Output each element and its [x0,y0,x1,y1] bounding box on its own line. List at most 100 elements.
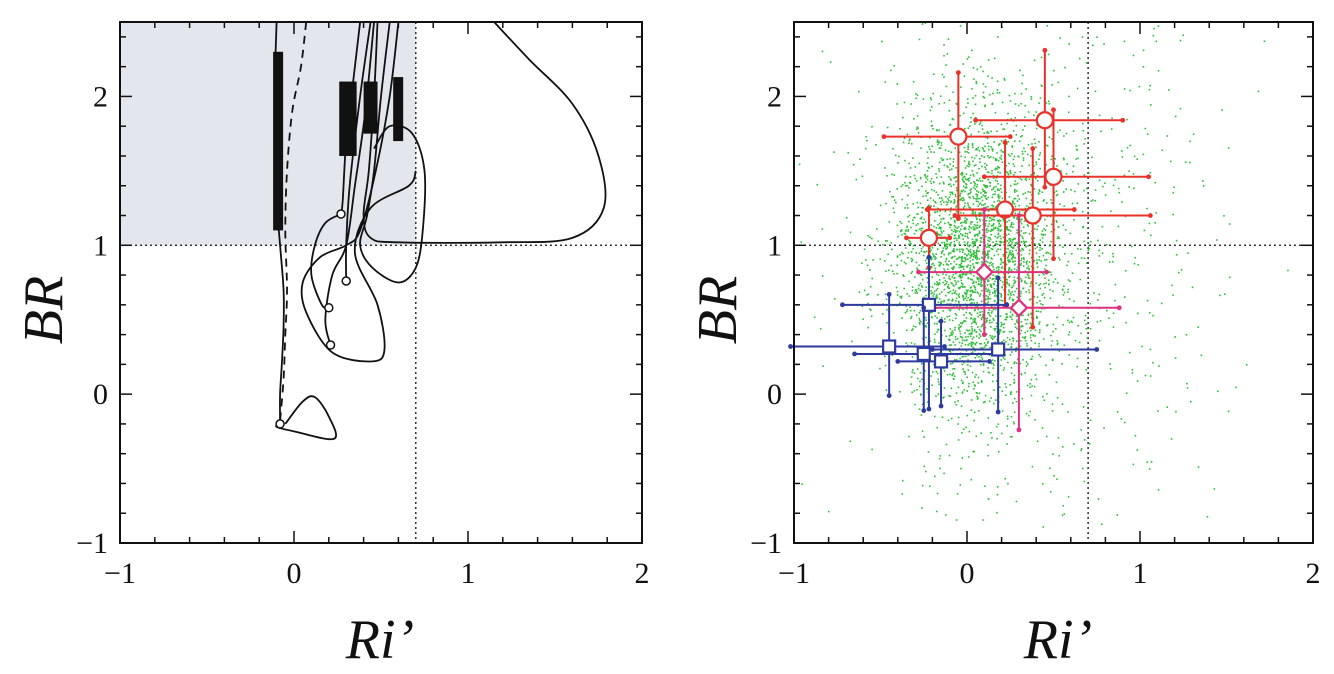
background-point [1022,240,1025,243]
background-point [1029,322,1032,324]
background-point [1082,122,1084,125]
background-point [1121,150,1123,152]
background-point [1039,246,1041,249]
background-point [953,368,956,370]
background-point [884,240,887,242]
background-point [910,251,913,253]
background-point [1054,157,1056,160]
background-point [977,382,980,384]
background-point [942,273,944,275]
background-point [1019,218,1022,221]
background-point [987,417,990,419]
background-point [1038,331,1041,333]
background-point [991,204,993,207]
background-point [958,341,961,344]
background-point [1206,516,1209,518]
background-point [945,201,948,203]
background-point [1116,411,1119,413]
background-point [1019,345,1022,348]
background-point [1022,129,1024,131]
data-point-square [933,354,949,369]
background-point [1021,314,1024,317]
background-point [1016,321,1018,323]
background-point [970,255,972,257]
background-point [1003,128,1006,131]
background-point [1257,90,1260,93]
background-point [954,326,956,329]
background-point [1036,440,1039,443]
background-point [1136,158,1138,160]
background-point [1030,339,1033,342]
background-point [990,248,993,250]
background-point [946,158,949,161]
background-point [1112,326,1115,328]
background-point [979,120,982,123]
background-point [1007,172,1009,174]
background-point [1000,259,1003,262]
background-point [961,251,964,254]
background-point [969,287,972,289]
error-bar-cap [938,318,944,324]
background-point [1148,88,1151,91]
background-point [1166,135,1169,137]
background-point [988,354,991,357]
background-point [931,145,934,148]
background-point [951,268,954,270]
background-point [948,338,951,341]
background-point [959,332,962,335]
background-point [939,210,941,212]
background-point [884,81,887,83]
background-point [1013,244,1015,247]
background-point [1001,323,1003,326]
background-point [952,91,954,94]
background-point [994,226,997,229]
background-point [902,116,904,119]
background-point [953,250,956,253]
background-point [978,328,981,331]
background-point [985,185,987,188]
background-point [979,202,982,205]
background-point [962,206,965,209]
background-point [959,322,962,324]
background-point [989,277,991,279]
background-point [988,220,991,222]
background-point [1005,164,1008,167]
background-point [962,308,964,311]
background-point [886,175,888,177]
background-point [1024,192,1027,194]
background-point [934,220,936,222]
background-point [991,278,994,280]
background-point [991,150,994,152]
background-point [1011,239,1014,241]
background-point [952,118,955,121]
background-point [991,229,994,232]
background-point [966,329,968,332]
background-point [1068,43,1070,45]
background-point [1028,178,1031,181]
background-point [980,280,983,282]
background-point [940,262,942,265]
background-point [995,315,997,317]
background-point [1014,171,1016,174]
background-point [949,373,951,376]
background-point [974,213,977,215]
background-point [980,212,982,214]
background-point [953,200,956,203]
background-point [1102,185,1104,188]
background-point [986,246,988,249]
background-point [953,198,956,201]
background-point [986,284,989,286]
background-point [992,367,995,369]
background-point [976,233,979,236]
background-point [1103,427,1105,429]
background-point [871,125,873,128]
background-point [993,291,996,294]
background-point [1184,161,1187,163]
background-point [974,343,977,346]
error-bar-cap [1042,184,1048,190]
background-point [1076,87,1079,90]
background-point [969,192,971,195]
background-point [1174,357,1177,359]
error-bar-cap [981,174,987,180]
background-point [935,226,938,229]
